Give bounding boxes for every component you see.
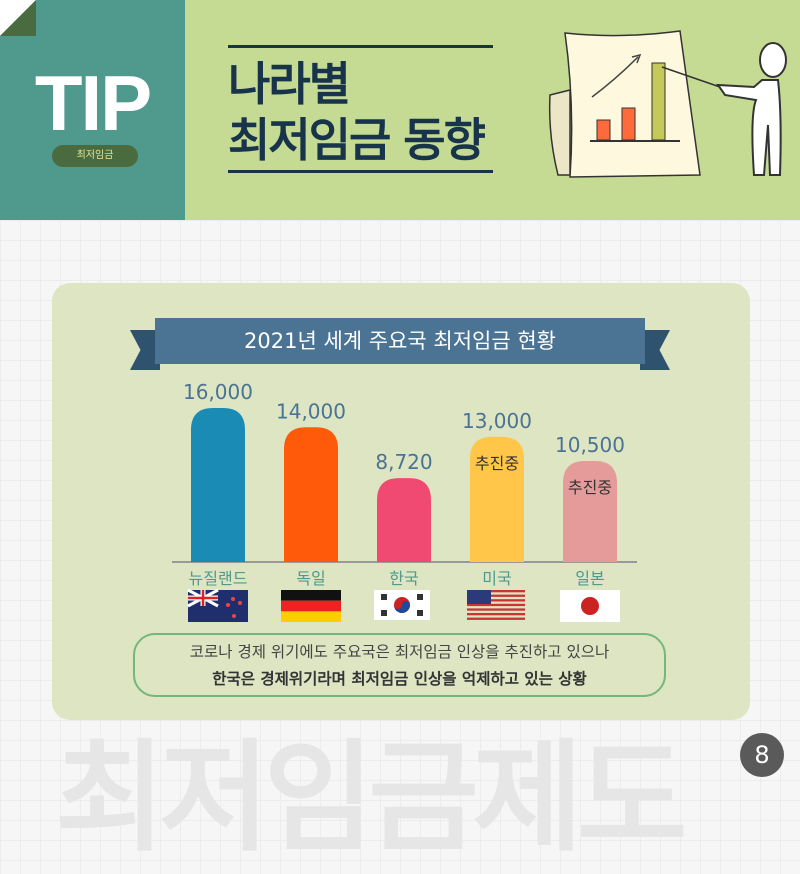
divider [228, 45, 493, 48]
tip-panel: TIP 최저임금 [0, 0, 185, 220]
message-line-1: 코로나 경제 위기에도 주요국은 최저임금 인상을 추진하고 있으나 [189, 643, 610, 661]
bar-1 [284, 427, 338, 562]
category-label: 일본 [575, 569, 604, 588]
category-badge: 최저임금 [52, 145, 138, 167]
value-label: 13,000 [462, 409, 532, 433]
category-label: 독일 [296, 569, 325, 588]
divider [228, 170, 493, 173]
status-label: 추진중 [568, 478, 612, 497]
status-label: 추진중 [475, 454, 519, 473]
page-title: 나라별 최저임금 동향 [228, 56, 486, 168]
bar-2 [377, 478, 431, 562]
category-label: 미국 [482, 569, 511, 588]
value-label: 10,500 [555, 433, 625, 457]
bar-3 [470, 436, 524, 562]
usa-flag-icon [467, 590, 525, 620]
bar-4 [563, 460, 617, 562]
japan-flag-icon [560, 590, 620, 622]
south-korea-flag-icon [374, 590, 430, 620]
message-line-2: 한국은 경제위기라며 최저임금 인상을 억제하고 있는 상황 [212, 670, 587, 688]
chart-title: 2021년 세계 주요국 최저임금 현황 [155, 318, 645, 364]
category-label: 한국 [389, 569, 418, 588]
new-zealand-flag-icon [187, 588, 248, 622]
tip-label: TIP [34, 59, 152, 147]
title-line-2: 최저임금 동향 [228, 113, 486, 167]
value-label: 14,000 [276, 399, 346, 423]
header: TIP 최저임금 나라별 최저임금 동향 [0, 0, 800, 220]
summary-message: 코로나 경제 위기에도 주요국은 최저임금 인상을 추진하고 있으나 한국은 경… [133, 633, 666, 697]
value-label: 8,720 [375, 450, 432, 474]
germany-flag-icon [281, 590, 341, 622]
value-label: 16,000 [183, 380, 253, 404]
category-label: 뉴질랜드 [189, 569, 248, 588]
bar-0 [191, 408, 245, 562]
page-number: 8 [740, 733, 784, 777]
presenter-chart-illustration [548, 30, 787, 178]
title-line-1: 나라별 [228, 57, 351, 111]
watermark: 최저임금제도 [55, 729, 687, 868]
